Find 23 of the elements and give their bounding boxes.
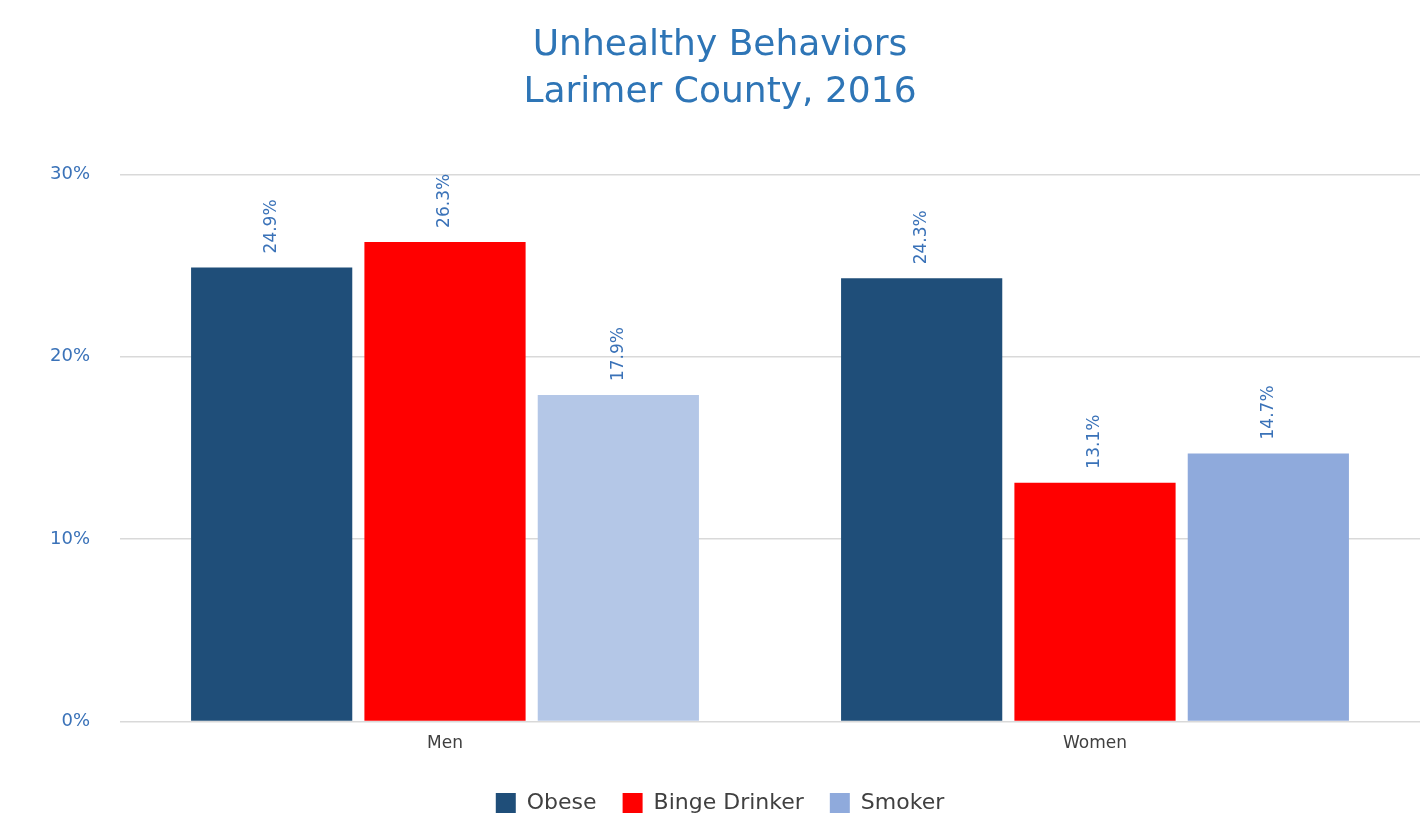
y-tick-label: 0% bbox=[61, 709, 91, 731]
data-label: 24.9% bbox=[260, 199, 281, 254]
data-label: 17.9% bbox=[606, 327, 627, 382]
data-label: 24.3% bbox=[910, 210, 931, 265]
bar bbox=[1187, 453, 1349, 721]
chart-subtitle: Larimer County, 2016 bbox=[523, 69, 917, 111]
bar bbox=[1014, 482, 1176, 721]
legend-label: Obese bbox=[526, 788, 597, 814]
data-label: 14.7% bbox=[1256, 385, 1277, 440]
y-tick-label: 10% bbox=[49, 526, 91, 548]
legend-label: Binge Drinker bbox=[653, 788, 805, 814]
y-tick-label: 30% bbox=[49, 162, 91, 184]
data-label: 26.3% bbox=[433, 173, 454, 228]
chart-title: Unhealthy Behaviors bbox=[532, 21, 908, 63]
x-tick-label: Women bbox=[1062, 732, 1128, 753]
x-tick-label: Men bbox=[427, 732, 463, 753]
legend-label: Smoker bbox=[860, 788, 946, 814]
bar bbox=[537, 395, 699, 721]
bar bbox=[364, 241, 526, 721]
bar bbox=[841, 278, 1003, 721]
bar bbox=[191, 267, 353, 721]
y-tick-label: 20% bbox=[49, 344, 91, 366]
data-label: 13.1% bbox=[1083, 414, 1104, 469]
